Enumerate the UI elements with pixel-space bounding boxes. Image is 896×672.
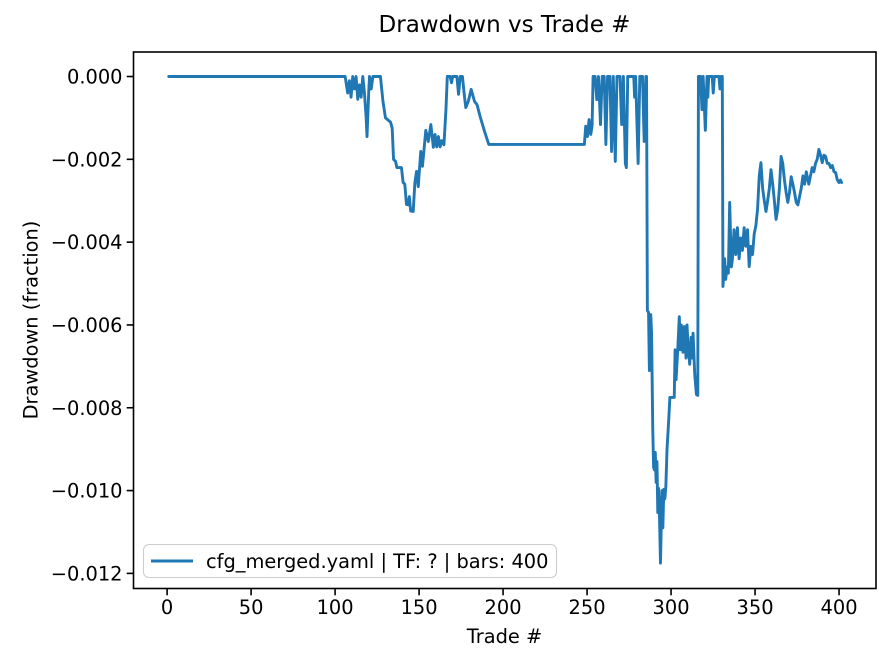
y-tick-label: 0.000 [67,66,123,89]
y-tick-label: −0.004 [51,231,123,254]
legend-label: cfg_merged.yaml | TF: ? | bars: 400 [206,549,549,573]
y-tick-label: −0.010 [51,480,123,503]
y-axis-label: Drawdown (fraction) [19,220,43,420]
x-tick-label: 350 [737,596,774,619]
y-tick-label: −0.012 [51,562,123,585]
x-tick-label: 400 [821,596,858,619]
x-tick-label: 150 [401,596,438,619]
drawdown-line [167,75,844,565]
y-tick-label: −0.006 [51,314,123,337]
x-tick-label: 200 [485,596,522,619]
y-tick-label: −0.002 [51,148,123,171]
x-tick-label: 250 [569,596,606,619]
x-tick-label: 100 [317,596,354,619]
x-axis-label: Trade # [466,625,543,648]
chart-title: Drawdown vs Trade # [378,12,631,38]
plot-border [132,51,877,590]
y-tick-label: −0.008 [51,397,123,420]
x-tick-label: 300 [653,596,690,619]
x-tick-label: 0 [161,596,173,619]
legend-line-sample [151,559,193,563]
legend: cfg_merged.yaml | TF: ? | bars: 400 [143,544,557,578]
x-tick-label: 50 [239,596,264,619]
